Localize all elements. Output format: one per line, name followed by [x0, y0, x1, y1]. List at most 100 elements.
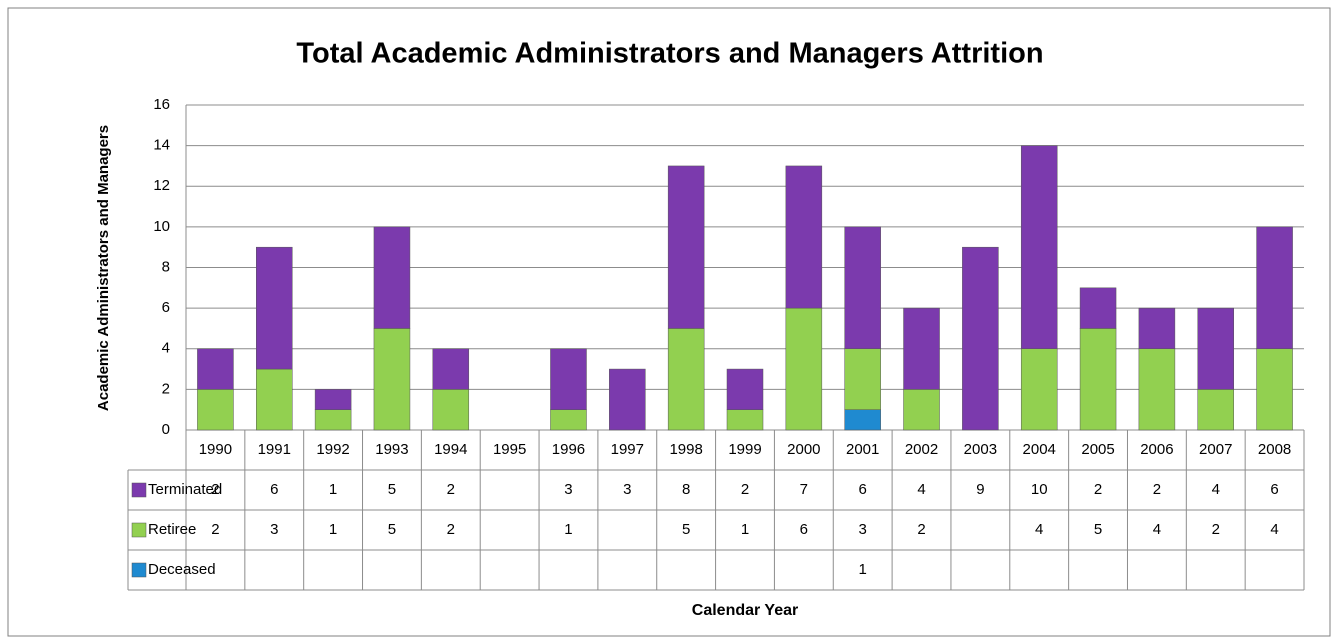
- bar: [667, 328, 705, 431]
- bar: [373, 226, 411, 329]
- table-value: 9: [976, 481, 984, 498]
- x-tick-label: 1992: [316, 441, 349, 458]
- bar: [314, 389, 352, 410]
- bar: [726, 368, 764, 410]
- bar: [726, 409, 764, 431]
- bar: [1020, 348, 1058, 431]
- legend-label: Retiree: [148, 521, 196, 538]
- bar: [1020, 145, 1058, 349]
- y-tick-label: 0: [162, 421, 170, 438]
- table-value: 1: [329, 481, 337, 498]
- bar: [197, 389, 234, 431]
- bar: [1197, 307, 1234, 390]
- table-value: 3: [623, 481, 631, 498]
- table-value: 2: [917, 521, 925, 538]
- legend-label: Terminated: [148, 481, 222, 498]
- x-tick-label: 2004: [1023, 441, 1056, 458]
- table-value: 4: [917, 481, 925, 498]
- bar: [844, 348, 881, 410]
- x-tick-label: 1999: [728, 441, 761, 458]
- y-tick-label: 14: [153, 137, 170, 154]
- table-value: 6: [1270, 481, 1278, 498]
- y-axis-title: Academic Administrators and Managers: [95, 125, 112, 411]
- x-tick-label: 1993: [375, 441, 408, 458]
- bar: [785, 307, 823, 431]
- x-tick-label: 2003: [964, 441, 997, 458]
- table-value: 5: [682, 521, 690, 538]
- table-value: 7: [800, 481, 808, 498]
- table-value: 2: [211, 521, 219, 538]
- bar: [609, 368, 646, 431]
- bar: [1079, 328, 1117, 431]
- y-tick-label: 16: [153, 96, 170, 113]
- table-value: 1: [329, 521, 337, 538]
- table-value: 4: [1212, 481, 1220, 498]
- table-value: 2: [1212, 521, 1220, 538]
- table-value: 3: [859, 521, 867, 538]
- bar: [1197, 389, 1234, 431]
- bar: [1079, 287, 1117, 329]
- legend-label: Deceased: [148, 561, 216, 578]
- table-value: 8: [682, 481, 690, 498]
- table-value: 2: [447, 521, 455, 538]
- table-value: 10: [1031, 481, 1048, 498]
- bar: [962, 246, 999, 431]
- bar: [1138, 348, 1176, 431]
- bar: [844, 409, 881, 431]
- table-value: 2: [1094, 481, 1102, 498]
- x-tick-label: 1994: [434, 441, 467, 458]
- table-value: 2: [211, 481, 219, 498]
- table-value: 5: [388, 521, 396, 538]
- table-value: 4: [1153, 521, 1161, 538]
- x-tick-label: 2007: [1199, 441, 1232, 458]
- bar: [256, 368, 293, 431]
- table-value: 4: [1035, 521, 1043, 538]
- table-value: 6: [859, 481, 867, 498]
- bar: [550, 348, 587, 410]
- x-tick-label: 2008: [1258, 441, 1291, 458]
- table-value: 1: [859, 561, 867, 578]
- x-tick-label: 2005: [1081, 441, 1114, 458]
- bar: [432, 389, 470, 431]
- y-tick-label: 6: [162, 299, 170, 316]
- table-value: 2: [1153, 481, 1161, 498]
- bar: [1138, 307, 1176, 349]
- bar: [903, 389, 940, 431]
- table-value: 6: [270, 481, 278, 498]
- y-tick-label: 2: [162, 380, 170, 397]
- x-tick-label: 2001: [846, 441, 879, 458]
- bar: [432, 348, 470, 390]
- x-tick-label: 1997: [611, 441, 644, 458]
- bar: [1256, 348, 1293, 431]
- y-tick-label: 4: [162, 340, 170, 357]
- legend-key: [131, 562, 147, 578]
- table-value: 5: [388, 481, 396, 498]
- table-value: 3: [564, 481, 572, 498]
- x-tick-label: 1990: [199, 441, 232, 458]
- chart-title: Total Academic Administrators and Manage…: [296, 38, 1043, 70]
- table-value: 6: [800, 521, 808, 538]
- x-tick-label: 1991: [258, 441, 291, 458]
- bar: [785, 165, 823, 309]
- table-value: 3: [270, 521, 278, 538]
- x-tick-label: 1996: [552, 441, 585, 458]
- table-value: 5: [1094, 521, 1102, 538]
- bar: [314, 409, 352, 431]
- bar: [667, 165, 705, 329]
- bar: [1256, 226, 1293, 349]
- bar: [373, 328, 411, 431]
- legend-key: [131, 522, 147, 538]
- y-tick-label: 10: [153, 218, 170, 235]
- table-value: 4: [1270, 521, 1278, 538]
- x-axis-title: Calendar Year: [692, 602, 798, 619]
- bar: [256, 246, 293, 370]
- legend-key: [131, 482, 147, 498]
- y-tick-label: 8: [162, 258, 170, 275]
- table-value: 2: [447, 481, 455, 498]
- table-value: 2: [741, 481, 749, 498]
- y-tick-label: 12: [153, 177, 170, 194]
- x-tick-label: 2002: [905, 441, 938, 458]
- x-tick-label: 1995: [493, 441, 526, 458]
- x-tick-label: 2000: [787, 441, 820, 458]
